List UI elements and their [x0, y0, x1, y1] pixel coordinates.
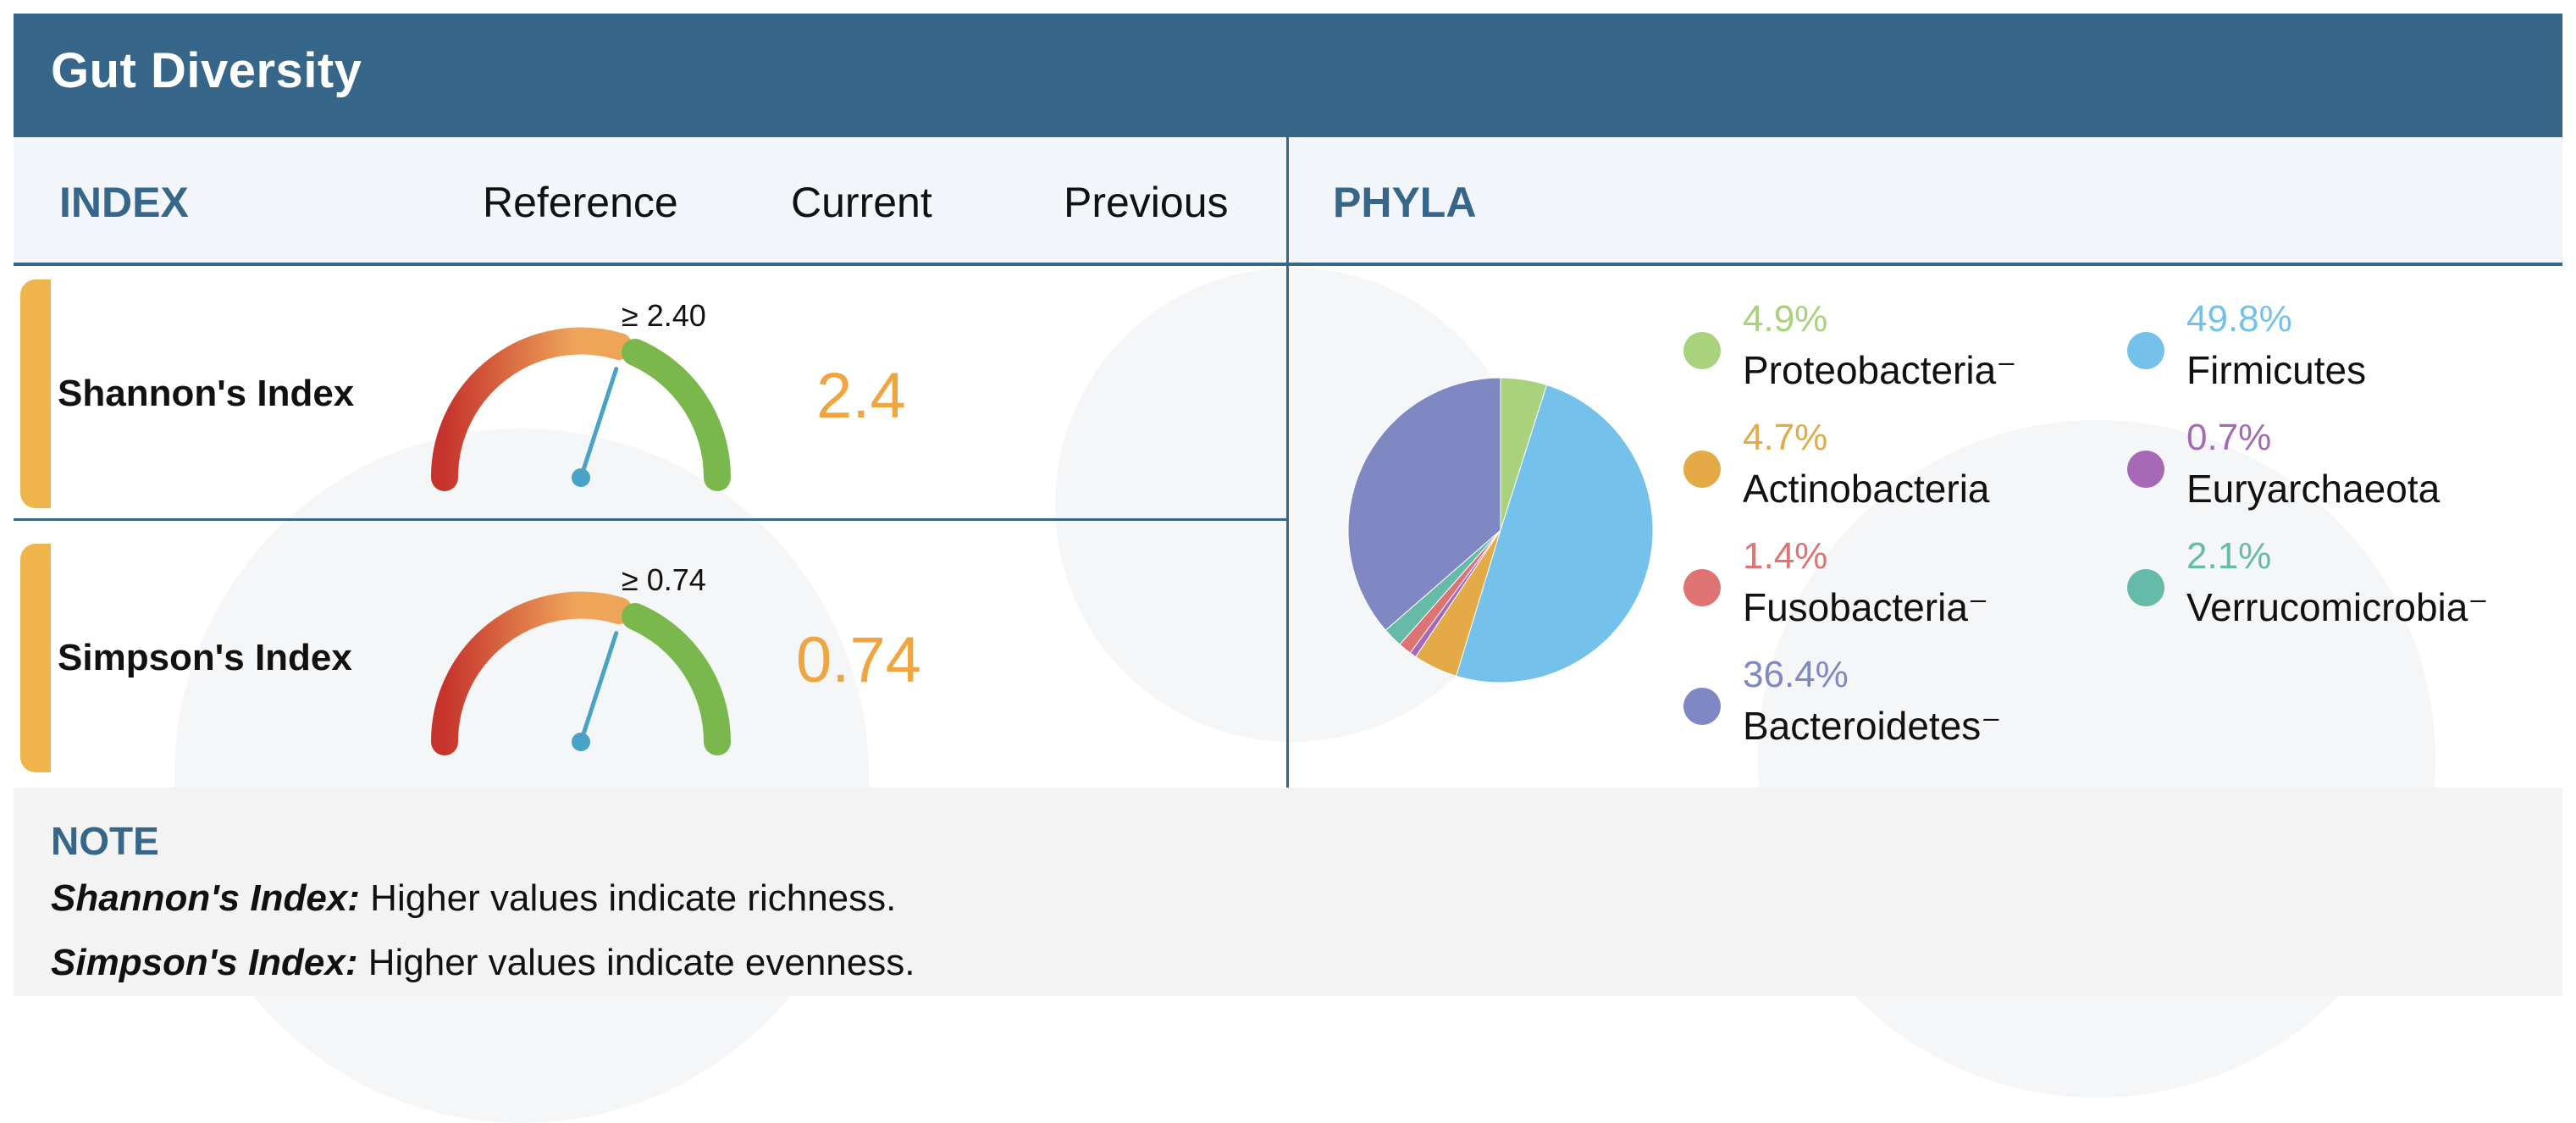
pie-slice-bacteroidetes [1347, 377, 1501, 631]
reference-column-header: Reference [483, 179, 678, 226]
legend-percent: 4.9% [1743, 298, 1828, 340]
legend-percent: 49.8% [2186, 298, 2292, 340]
gauge-hub [572, 733, 590, 751]
legend-mark: ⁻ [1967, 585, 1989, 629]
shannon-threshold-label: ≥ 2.40 [622, 298, 706, 333]
legend-mark: ⁻ [2468, 585, 2489, 629]
note-term: Simpson's Index: [51, 942, 358, 983]
legend-label: Verrucomicrobia⁻ [2186, 584, 2489, 630]
note-section: NOTE Shannon's Index: Higher values indi… [14, 788, 2562, 996]
note-term: Shannon's Index: [51, 877, 360, 919]
note-text: Higher values indicate richness. [359, 877, 897, 919]
gauge-needle [578, 367, 619, 480]
gut-diversity-card: Gut Diversity INDEX Reference Current Pr… [14, 14, 2562, 1123]
legend-swatch [1683, 332, 1721, 369]
legend-swatch [2127, 332, 2164, 369]
card-header: Gut Diversity [14, 14, 2562, 137]
legend-name: Fusobacteria [1743, 585, 1968, 629]
legend-percent: 1.4% [1743, 535, 1828, 577]
watermark-shape [174, 429, 869, 1123]
legend-mark: ⁻ [1981, 704, 2002, 748]
watermark-shape [1758, 420, 2435, 1098]
legend-percent: 0.7% [2186, 417, 2272, 458]
simpson-current-value: 0.74 [796, 624, 921, 696]
phyla-pie-chart [1347, 377, 1654, 683]
legend-mark: ⁻ [1996, 348, 2017, 392]
row-accent-bar [20, 279, 51, 508]
row-divider [14, 518, 1286, 521]
legend-percent: 2.1% [2186, 535, 2272, 577]
legend-swatch [1683, 688, 1721, 725]
legend-swatch [2127, 569, 2164, 606]
simpson-index-label: Simpson's Index [58, 637, 352, 678]
legend-name: Bacteroidetes [1743, 704, 1982, 748]
legend-label: Proteobacteria⁻ [1743, 347, 2016, 393]
legend-name: Firmicutes [2186, 348, 2367, 392]
row-accent-bar [20, 544, 51, 772]
legend-label: Fusobacteria⁻ [1743, 584, 1988, 630]
simpson-gauge [430, 591, 732, 755]
legend-label: Euryarchaeota [2186, 466, 2440, 512]
legend-name: Actinobacteria [1743, 467, 1990, 511]
column-divider [1286, 137, 1289, 788]
note-title: NOTE [51, 819, 159, 863]
shannon-current-value: 2.4 [816, 360, 906, 432]
note-line: Shannon's Index: Higher values indicate … [51, 877, 896, 920]
gauge-needle [578, 631, 619, 744]
card-title: Gut Diversity [51, 43, 362, 98]
legend-percent: 4.7% [1743, 417, 1828, 458]
gauge-green-segment [622, 339, 732, 491]
note-text: Higher values indicate evenness. [357, 942, 915, 983]
legend-label: Actinobacteria [1743, 466, 1990, 512]
index-column-header: INDEX [59, 179, 189, 226]
legend-name: Proteobacteria [1743, 348, 1997, 392]
legend-swatch [1683, 569, 1721, 606]
gauge-green-segment [622, 603, 732, 755]
phyla-column-header: PHYLA [1333, 179, 1477, 226]
pie-slice-firmicutes [1455, 384, 1654, 683]
gauge-hub [572, 468, 590, 487]
legend-label: Firmicutes [2186, 347, 2366, 393]
legend-name: Verrucomicrobia [2186, 585, 2468, 629]
shannon-gauge [430, 327, 732, 491]
legend-swatch [1683, 451, 1721, 488]
previous-column-header: Previous [1064, 179, 1229, 226]
gauge-red-segment [430, 327, 633, 491]
note-line: Simpson's Index: Higher values indicate … [51, 942, 915, 984]
gauge-red-segment [430, 591, 633, 755]
shannon-index-label: Shannon's Index [58, 373, 355, 414]
legend-swatch [2127, 451, 2164, 488]
legend-label: Bacteroidetes⁻ [1743, 703, 2002, 749]
legend-percent: 36.4% [1743, 654, 1849, 695]
simpson-threshold-label: ≥ 0.74 [622, 562, 706, 597]
legend-name: Euryarchaeota [2186, 467, 2441, 511]
current-column-header: Current [791, 179, 932, 226]
